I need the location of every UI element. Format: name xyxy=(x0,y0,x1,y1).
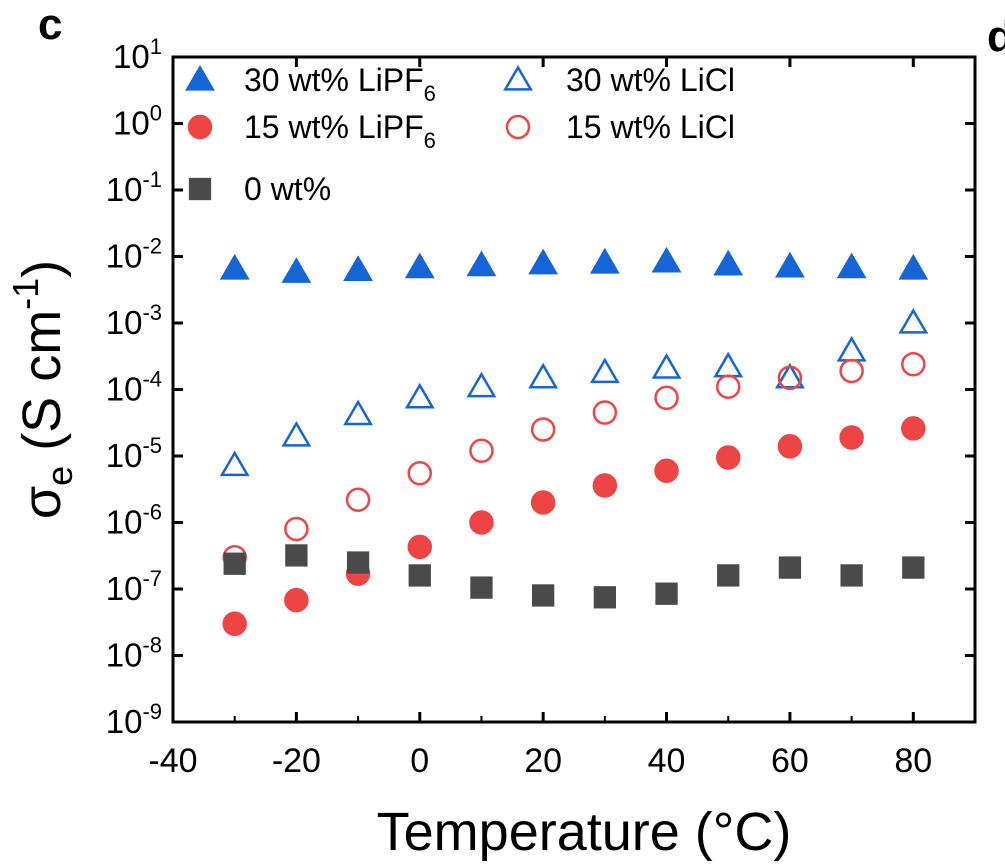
plot-frame xyxy=(171,55,977,724)
15-wt-licl-point xyxy=(839,358,864,384)
x-axis-label: Temperature (°C) xyxy=(377,802,792,862)
x-tick-label: 40 xyxy=(648,742,686,780)
0-wt-point xyxy=(285,544,308,567)
y-tick-label: 10-7 xyxy=(106,566,162,607)
30-wt-lipf6-point xyxy=(589,247,620,274)
30-wt-licl-point xyxy=(836,335,867,362)
y-axis-label: σe (S cm-1) xyxy=(5,260,80,519)
y-tick-label: 10-8 xyxy=(106,633,162,674)
30-wt-lipf6-point xyxy=(713,249,744,276)
30-wt-licl-point xyxy=(651,353,682,379)
x-tick-label: 0 xyxy=(410,742,429,780)
30-wt-licl-point xyxy=(219,450,250,477)
0-wt-point xyxy=(717,564,740,587)
30-wt-lipf6-point xyxy=(528,248,559,275)
15-wt-lipf6-point xyxy=(284,587,309,613)
legend-marker xyxy=(188,177,212,201)
30-wt-lipf6-point xyxy=(651,246,682,273)
15-wt-licl-point xyxy=(715,374,741,399)
15-wt-licl-point xyxy=(345,487,371,512)
15-wt-licl-point xyxy=(592,400,618,425)
0-wt-point xyxy=(902,556,925,579)
legend-label: 30 wt% LiPF6 xyxy=(244,62,436,106)
30-wt-lipf6-point xyxy=(219,253,250,280)
30-wt-lipf6-point xyxy=(466,250,497,277)
0-wt-point xyxy=(470,576,493,599)
legend-marker xyxy=(185,64,215,91)
30-wt-lipf6-point xyxy=(343,255,374,281)
15-wt-licl-point xyxy=(469,438,494,463)
15-wt-licl-point xyxy=(284,516,309,542)
0-wt-point xyxy=(223,552,246,575)
y-tick-label: 100 xyxy=(113,101,162,142)
y-tick-label: 10-3 xyxy=(106,300,162,341)
30-wt-licl-point xyxy=(466,371,497,398)
15-wt-licl-point xyxy=(901,351,926,377)
panel-label-d: d xyxy=(987,12,1005,61)
legend-label: 15 wt% LiPF6 xyxy=(244,109,436,153)
30-wt-licl-point xyxy=(774,362,805,389)
15-wt-lipf6-point xyxy=(901,416,926,441)
x-tick-label: 60 xyxy=(771,742,809,780)
legend-label: 0 wt% xyxy=(244,171,331,207)
15-wt-lipf6-point xyxy=(469,510,494,535)
0-wt-point xyxy=(408,564,431,587)
0-wt-point xyxy=(593,586,616,609)
legend-label: 30 wt% LiCl xyxy=(566,62,735,98)
y-tick-label: 10-2 xyxy=(106,234,162,275)
30-wt-lipf6-point xyxy=(774,251,805,278)
0-wt-point xyxy=(778,556,802,579)
x-tick-label: -40 xyxy=(148,742,197,780)
15-wt-lipf6-point xyxy=(777,434,803,459)
15-wt-lipf6-point xyxy=(839,425,864,450)
30-wt-licl-point xyxy=(281,420,312,447)
x-tick-label: 20 xyxy=(524,742,562,780)
15-wt-lipf6-point xyxy=(654,458,679,484)
30-wt-licl-point xyxy=(343,399,374,426)
15-wt-licl-point xyxy=(777,365,803,391)
15-wt-lipf6-point xyxy=(407,534,433,560)
0-wt-point xyxy=(840,564,863,587)
15-wt-licl-point xyxy=(407,461,433,486)
y-tick-label: 10-4 xyxy=(106,367,162,408)
y-tick-label: 10-9 xyxy=(106,699,162,740)
15-wt-licl-point xyxy=(654,385,679,411)
15-wt-lipf6-point xyxy=(222,611,247,637)
30-wt-lipf6-point xyxy=(898,253,929,280)
y-tick-label: 10-1 xyxy=(106,167,162,208)
panel-label-c: c xyxy=(38,0,63,49)
legend-marker xyxy=(503,64,533,91)
0-wt-point xyxy=(346,551,370,574)
y-tick-label: 101 xyxy=(113,34,162,75)
legend-marker xyxy=(187,114,213,140)
30-wt-licl-point xyxy=(713,351,744,378)
30-wt-lipf6-point xyxy=(281,257,312,283)
15-wt-lipf6-point xyxy=(530,490,556,515)
0-wt-point xyxy=(532,584,555,607)
30-wt-licl-point xyxy=(528,362,559,389)
y-tick-label: 10-5 xyxy=(106,433,162,474)
y-tick-label: 10-6 xyxy=(106,500,162,541)
15-wt-lipf6-point xyxy=(715,445,741,470)
30-wt-lipf6-point xyxy=(404,252,435,279)
15-wt-lipf6-point xyxy=(592,473,618,498)
legend-label: 15 wt% LiCl xyxy=(566,109,735,145)
legend-marker xyxy=(505,114,531,140)
30-wt-lipf6-point xyxy=(836,252,867,279)
30-wt-licl-point xyxy=(589,357,620,384)
30-wt-licl-point xyxy=(404,382,435,409)
x-tick-label: -20 xyxy=(272,742,321,780)
15-wt-licl-point xyxy=(530,417,556,442)
x-tick-label: 80 xyxy=(894,742,932,780)
0-wt-point xyxy=(655,582,678,605)
30-wt-licl-point xyxy=(898,307,929,334)
